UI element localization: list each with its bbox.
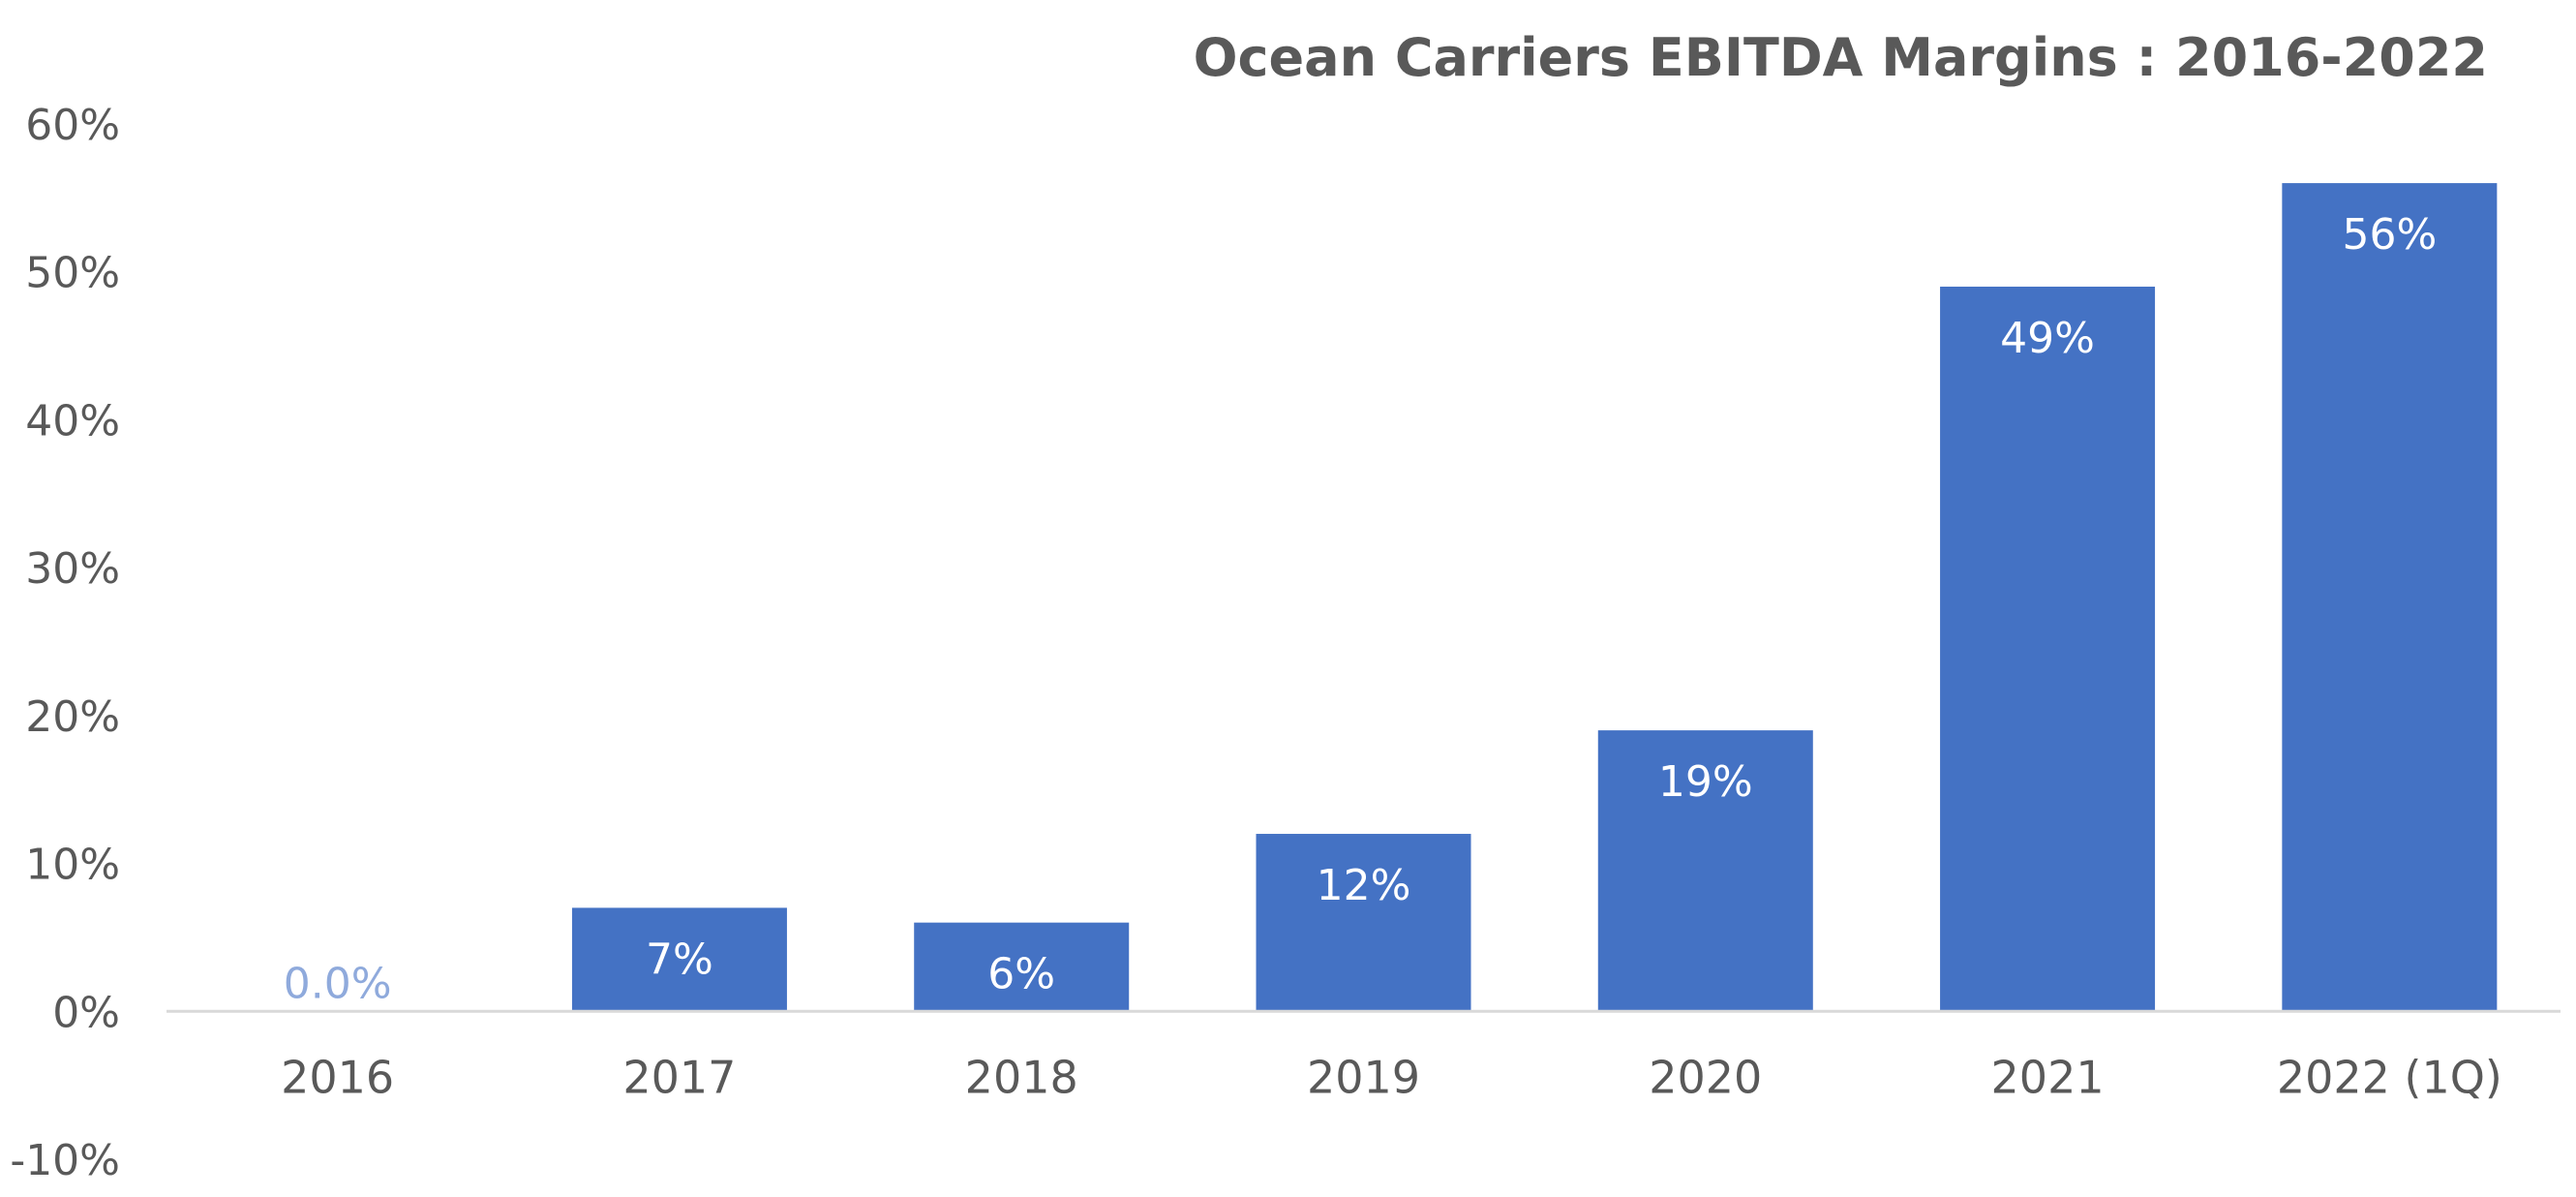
data-label: 56% [2342, 210, 2437, 260]
bar [1940, 286, 2156, 1012]
data-label: 7% [646, 935, 713, 984]
bar [571, 907, 787, 1012]
data-label: 49% [2000, 314, 2095, 363]
x-tick-label: 2019 [1307, 1051, 1420, 1103]
y-axis: 60% 50% 40% 30% 20% 10% 0% -10% [10, 101, 120, 1185]
x-tick-label: 2020 [1649, 1051, 1762, 1103]
y-tick-label: 30% [25, 544, 120, 594]
y-tick-label: 10% [25, 841, 120, 890]
x-tick-label: 2022 (1Q) [2277, 1051, 2502, 1103]
x-tick-label: 2018 [965, 1051, 1078, 1103]
y-tick-label: 0% [52, 988, 120, 1037]
y-tick-label: 60% [25, 101, 120, 150]
bar [1256, 834, 1471, 1012]
x-tick-label: 2016 [281, 1051, 394, 1103]
data-label: 0.0% [284, 959, 392, 1008]
x-tick-label: 2021 [1991, 1051, 2105, 1103]
bar [2282, 183, 2498, 1012]
data-label: 12% [1317, 861, 1411, 910]
x-axis: 2016 2017 2018 2019 2020 2021 2022 (1Q) [281, 1051, 2502, 1103]
data-labels: 0.0% 7% 6% 12% 19% 49% 56% [284, 210, 2438, 1008]
bar [1597, 730, 1813, 1012]
x-tick-label: 2017 [622, 1051, 736, 1103]
y-tick-label: -10% [10, 1136, 120, 1185]
y-tick-label: 20% [25, 692, 120, 742]
y-tick-label: 40% [25, 396, 120, 445]
bar [914, 922, 1130, 1012]
data-label: 6% [987, 950, 1055, 999]
bars [571, 183, 2498, 1012]
data-label: 19% [1658, 757, 1753, 807]
chart-title: Ocean Carriers EBITDA Margins : 2016-202… [1194, 27, 2488, 88]
y-tick-label: 50% [25, 249, 120, 298]
